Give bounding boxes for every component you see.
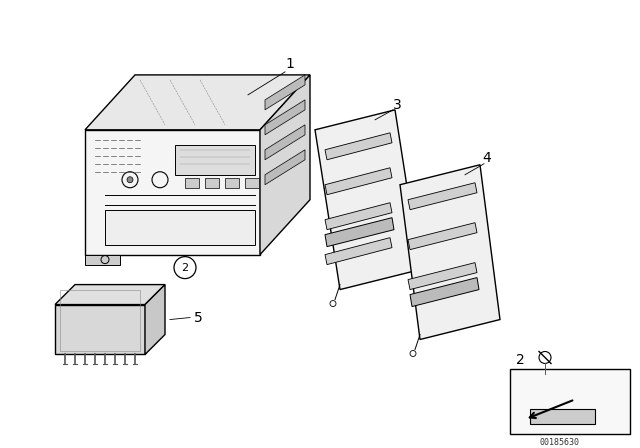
Text: 00185630: 00185630 <box>540 438 580 447</box>
Text: 4: 4 <box>483 151 492 165</box>
Text: 1: 1 <box>285 57 294 71</box>
Polygon shape <box>145 284 165 354</box>
Polygon shape <box>260 75 310 254</box>
Polygon shape <box>175 145 255 175</box>
Polygon shape <box>408 183 477 210</box>
Text: 5: 5 <box>194 310 202 324</box>
Polygon shape <box>265 150 305 185</box>
Polygon shape <box>410 278 479 306</box>
Polygon shape <box>55 305 145 354</box>
Polygon shape <box>245 178 259 188</box>
Polygon shape <box>325 218 394 247</box>
Polygon shape <box>400 165 500 340</box>
Polygon shape <box>325 168 392 195</box>
Text: 3: 3 <box>392 98 401 112</box>
Text: 2: 2 <box>516 353 524 367</box>
Polygon shape <box>408 223 477 250</box>
Polygon shape <box>105 210 255 245</box>
Polygon shape <box>85 75 310 130</box>
Polygon shape <box>185 178 199 188</box>
Polygon shape <box>265 100 305 135</box>
Polygon shape <box>265 75 305 110</box>
Polygon shape <box>510 370 630 435</box>
Polygon shape <box>408 263 477 289</box>
Polygon shape <box>530 409 595 424</box>
Polygon shape <box>265 125 305 160</box>
Polygon shape <box>325 133 392 160</box>
Polygon shape <box>85 130 260 254</box>
Polygon shape <box>85 254 120 265</box>
Polygon shape <box>205 178 219 188</box>
Polygon shape <box>325 202 392 230</box>
Text: 2: 2 <box>181 263 189 273</box>
Polygon shape <box>325 237 392 265</box>
Polygon shape <box>225 178 239 188</box>
Polygon shape <box>55 284 165 305</box>
Polygon shape <box>315 110 420 289</box>
Circle shape <box>127 177 133 183</box>
